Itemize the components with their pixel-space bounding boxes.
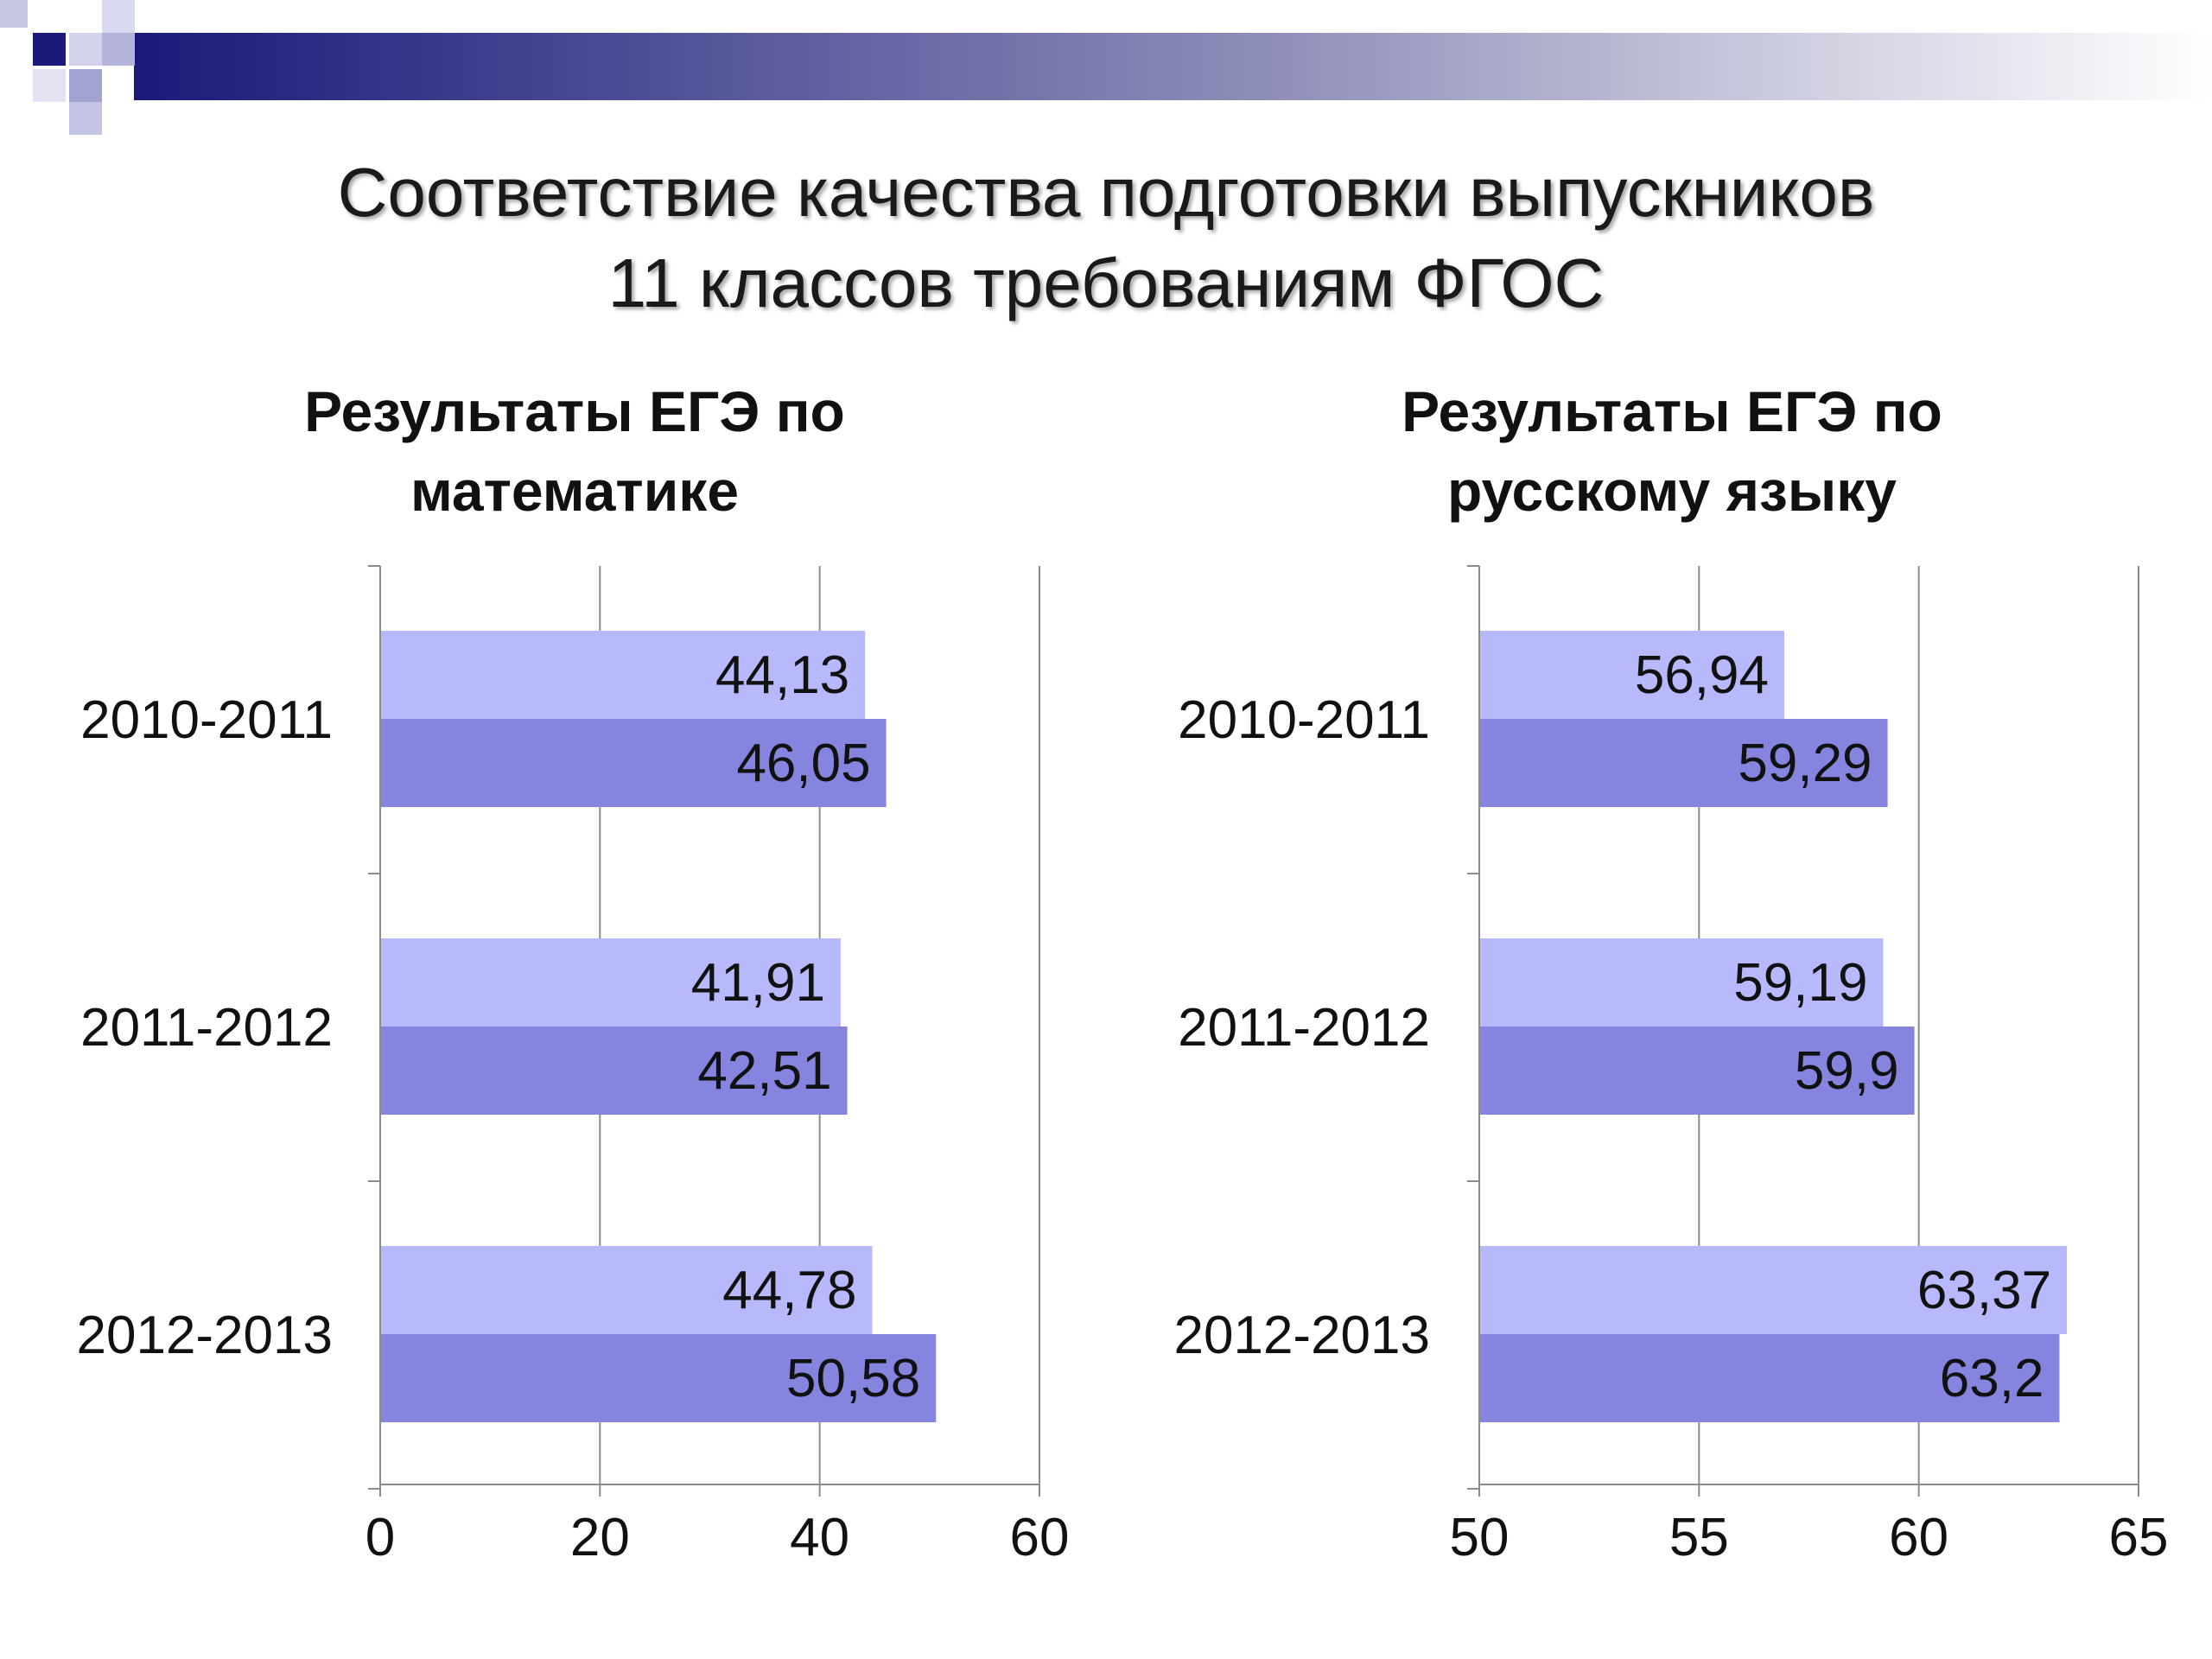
decor-square	[33, 33, 66, 66]
math-bar-value-label: 42,51	[697, 1041, 831, 1101]
math-chart-title-line2: математике	[410, 459, 740, 523]
russian-bar-value-label: 59,9	[1795, 1041, 1899, 1101]
header-decoration	[0, 0, 2212, 135]
russian-chart-title-line1: Результаты ЕГЭ по	[1402, 379, 1942, 443]
math-bar-value-label: 44,13	[715, 645, 849, 705]
math-bar-value-label: 50,58	[786, 1349, 920, 1408]
math-category-label: 2011-2012	[80, 998, 333, 1058]
russian-bar-value-label: 59,19	[1733, 953, 1867, 1013]
russian-bar	[1479, 631, 1785, 719]
slide-title-line1: Соответствие качества подготовки выпускн…	[337, 154, 1875, 231]
math-bar	[380, 938, 841, 1027]
russian-bar-value-label: 63,37	[1917, 1261, 2051, 1320]
math-chart-title: Результаты ЕГЭ по математике	[143, 372, 1007, 531]
math-bar	[380, 1027, 848, 1115]
math-category-label: 2012-2013	[77, 1306, 334, 1365]
math-bar	[380, 631, 866, 719]
russian-bar-value-label: 63,2	[1940, 1349, 2044, 1408]
decor-square	[0, 0, 28, 28]
russian-bar	[1479, 1246, 2068, 1334]
math-bar	[380, 1246, 873, 1334]
slide-title-line2: 11 классов требованиям ФГОС	[607, 245, 1605, 321]
decor-square	[69, 69, 102, 102]
math-tick-label: 40	[790, 1508, 849, 1567]
russian-bar	[1479, 719, 1888, 807]
russian-bar-value-label: 59,29	[1738, 734, 1872, 793]
decor-square	[33, 69, 66, 102]
math-tick-label: 0	[365, 1508, 395, 1567]
russian-bar	[1479, 1027, 1915, 1115]
decor-square	[69, 102, 102, 135]
math-bar	[380, 1334, 937, 1422]
russian-tick-label: 65	[2109, 1508, 2169, 1567]
russian-chart-title: Результаты ЕГЭ по русскому языку	[1240, 372, 2104, 531]
decor-square	[102, 0, 135, 33]
russian-bar	[1479, 938, 1884, 1027]
math-tick-label: 20	[570, 1508, 630, 1567]
russian-chart-title-line2: русскому языку	[1447, 459, 1897, 523]
russian-category-label: 2011-2012	[1178, 998, 1430, 1058]
russian-bar-value-label: 56,94	[1635, 645, 1769, 705]
math-bar-value-label: 46,05	[736, 734, 870, 793]
decor-square	[69, 33, 102, 66]
russian-tick-label: 55	[1669, 1508, 1729, 1567]
russian-category-label: 2010-2011	[1178, 690, 1430, 750]
math-bar	[380, 719, 887, 807]
math-tick-label: 60	[1010, 1508, 1070, 1567]
russian-bar	[1479, 1334, 2060, 1422]
math-category-label: 2010-2011	[80, 690, 333, 750]
decor-square	[102, 33, 135, 66]
russian-category-label: 2012-2013	[1174, 1306, 1431, 1365]
russian-tick-label: 50	[1450, 1508, 1510, 1567]
math-bar-value-label: 41,91	[691, 953, 825, 1013]
russian-tick-label: 60	[1889, 1508, 1948, 1567]
math-chart-title-line1: Результаты ЕГЭ по	[304, 379, 845, 443]
header-gradient-strip	[134, 33, 2212, 100]
math-bar-value-label: 44,78	[722, 1261, 856, 1320]
